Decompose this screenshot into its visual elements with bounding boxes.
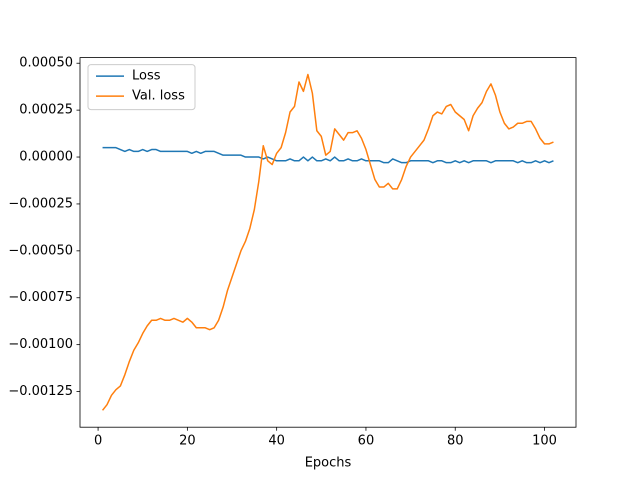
x-tick-label: 60	[358, 434, 375, 449]
x-tick-label: 20	[179, 434, 196, 449]
y-tick-label: 0.00000	[19, 150, 73, 165]
x-tick-label: 100	[532, 434, 557, 449]
y-tick-label: −0.00050	[8, 243, 73, 258]
x-tick-label: 0	[94, 434, 102, 449]
series-line	[102, 146, 554, 164]
series-line	[101, 73, 554, 411]
legend-label: Val. loss	[132, 89, 185, 104]
y-tick-label: −0.00125	[8, 384, 73, 399]
x-axis-label: Epochs	[305, 456, 352, 471]
y-tick-label: 0.00025	[19, 103, 73, 118]
x-tick-label: 40	[268, 434, 285, 449]
x-tick-label: 80	[447, 434, 464, 449]
y-tick-label: −0.00025	[8, 196, 73, 211]
y-tick-label: −0.00075	[8, 290, 73, 305]
axes-frame	[79, 57, 577, 428]
legend-label: Loss	[132, 69, 161, 84]
y-tick-label: 0.00050	[19, 56, 73, 71]
y-tick-label: −0.00100	[8, 337, 73, 352]
